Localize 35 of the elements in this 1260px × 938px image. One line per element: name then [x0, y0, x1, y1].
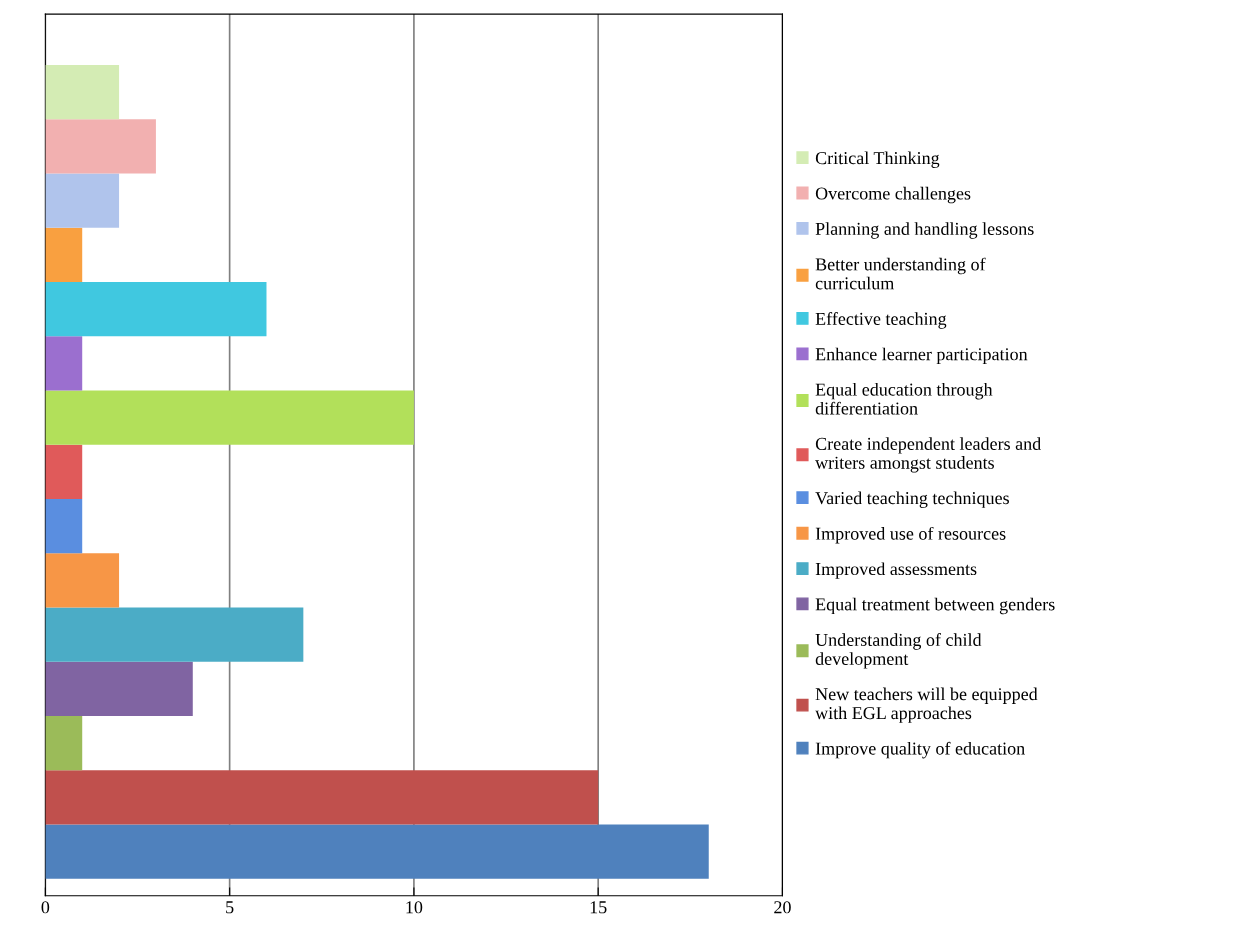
bar	[45, 444, 83, 500]
bar	[45, 824, 709, 879]
legend-label: Planning and handling lessons	[815, 222, 1034, 239]
bar	[45, 390, 414, 445]
legend-label: Improved assessments	[815, 562, 977, 579]
legend-label: Overcome challenges	[815, 186, 971, 204]
legend-label: Create independent leaders and writers amongst students	[815, 437, 1041, 473]
legend-label: Understanding of child development	[815, 633, 982, 669]
bar	[45, 336, 83, 391]
x-tick-label: 0	[41, 901, 50, 914]
bar	[45, 227, 83, 282]
legend-label: Improved use of resources	[815, 526, 1006, 544]
x-tick-label: 15	[590, 901, 607, 914]
bar	[45, 716, 83, 771]
bar	[45, 64, 120, 120]
bar	[45, 607, 304, 662]
bar	[45, 173, 120, 228]
bar	[45, 661, 193, 717]
bar	[45, 553, 120, 608]
bar	[45, 281, 267, 337]
legend-label: Equal education through differentiation	[815, 382, 993, 415]
bar	[45, 770, 599, 825]
bar	[45, 499, 83, 554]
legend-label: Enhance learner participation	[815, 347, 1028, 365]
legend-label: Improve quality of education	[815, 741, 1025, 759]
bar	[45, 119, 156, 174]
legend-label: Equal treatment between genders	[815, 597, 1055, 615]
legend-label: Effective teaching	[815, 312, 947, 329]
x-tick-label: 10	[406, 901, 423, 914]
legend-label: Critical Thinking	[815, 151, 940, 168]
legend-label: Better understanding of curriculum	[815, 257, 986, 290]
legend-label: Varied teaching techniques	[815, 491, 1009, 508]
x-tick-label: 20	[774, 901, 791, 914]
legend-label: New teachers will be equipped with EGL approaches	[815, 687, 1038, 723]
x-tick-label: 5	[226, 901, 234, 914]
